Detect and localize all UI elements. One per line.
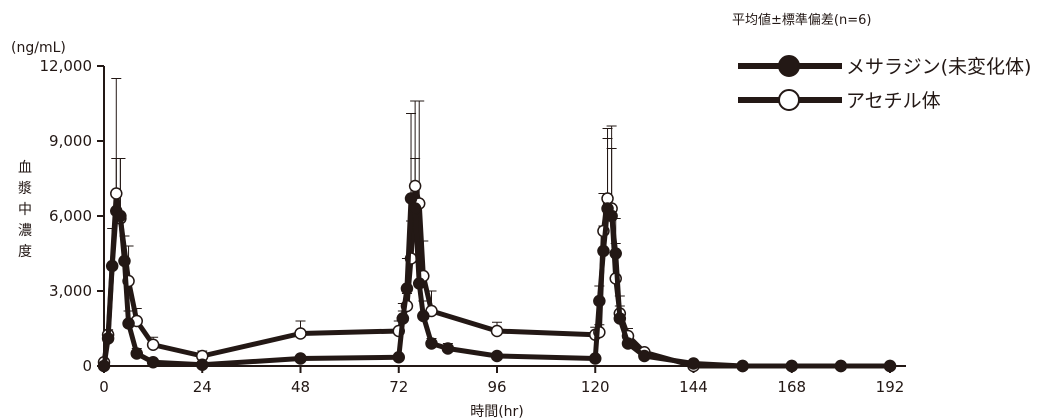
data-point-mesalazine: [392, 351, 405, 364]
x-axis-title: 時間(hr): [470, 404, 524, 419]
data-series: [97, 179, 897, 373]
data-point-mesalazine: [609, 247, 622, 260]
data-point-mesalazine: [105, 259, 119, 273]
data-point-mesalazine: [417, 309, 430, 323]
data-point-mesalazine: [101, 332, 115, 345]
stats-note: 平均値±標準偏差(n=6): [732, 12, 871, 28]
data-point-mesalazine: [883, 359, 897, 373]
series-line-mesalazine: [101, 196, 890, 369]
legend: メサラジン(未変化体) アセチル体: [738, 55, 1031, 112]
data-point-acetyl: [110, 187, 123, 200]
series-line-acetyl: [101, 183, 890, 369]
data-point-mesalazine: [785, 359, 798, 373]
x-tick-label: 72: [389, 378, 408, 396]
data-point-mesalazine: [589, 352, 602, 365]
data-point-mesalazine: [597, 244, 610, 258]
x-tick-label: 120: [581, 378, 610, 396]
x-tick-label: 168: [777, 378, 806, 396]
axes: [103, 66, 906, 367]
data-point-mesalazine: [114, 209, 127, 223]
data-point-mesalazine: [146, 356, 160, 369]
x-tick-label: 24: [193, 378, 212, 396]
x-tick-label: 192: [876, 378, 905, 396]
data-point-mesalazine: [621, 337, 635, 350]
data-point-mesalazine: [396, 312, 410, 325]
data-point-mesalazine: [441, 342, 455, 355]
y-tick-label: 0: [82, 357, 92, 375]
data-point-acetyl: [146, 338, 160, 351]
data-point-mesalazine: [118, 254, 131, 268]
x-tick-label: 96: [487, 378, 506, 396]
x-tick-label: 48: [291, 378, 310, 396]
y-tick-label: 6,000: [49, 207, 92, 225]
data-point-mesalazine: [613, 312, 627, 325]
legend-label-mesalazine: メサラジン(未変化体): [846, 56, 1031, 78]
data-point-mesalazine: [736, 359, 749, 373]
data-point-acetyl: [294, 327, 307, 340]
data-point-mesalazine: [834, 359, 848, 373]
data-point-mesalazine: [130, 347, 143, 360]
data-point-mesalazine: [687, 357, 700, 370]
data-point-mesalazine: [294, 352, 307, 365]
y-tick-label: 3,000: [49, 282, 92, 300]
y-tick-label: 9,000: [49, 132, 92, 150]
legend-label-acetyl: アセチル体: [846, 90, 941, 112]
data-point-mesalazine: [400, 282, 414, 295]
y-axis-title: 血漿中濃度: [18, 160, 32, 260]
data-point-mesalazine: [97, 359, 111, 373]
data-point-acetyl: [490, 324, 504, 338]
unit-label: (ng/mL): [11, 40, 66, 56]
y-tick-label: 12,000: [40, 57, 93, 75]
data-point-mesalazine: [425, 337, 438, 350]
data-point-mesalazine: [638, 349, 651, 363]
legend-marker-acetyl: [778, 89, 800, 111]
x-tick-label: 144: [679, 378, 708, 396]
axis-ticks: 0 3,000 6,000 9,000 12,000 0 24 48 72 96 120 144 168…: [40, 57, 905, 396]
data-point-mesalazine: [490, 349, 504, 363]
data-point-mesalazine: [196, 358, 209, 371]
data-point-mesalazine: [408, 202, 422, 215]
x-tick-label: 0: [99, 378, 109, 396]
data-point-acetyl: [408, 179, 422, 193]
data-point-mesalazine: [122, 317, 135, 330]
data-point-mesalazine: [593, 294, 606, 308]
data-point-mesalazine: [412, 277, 426, 290]
legend-marker-mesalazine: [778, 55, 800, 77]
data-point-mesalazine: [605, 209, 618, 223]
